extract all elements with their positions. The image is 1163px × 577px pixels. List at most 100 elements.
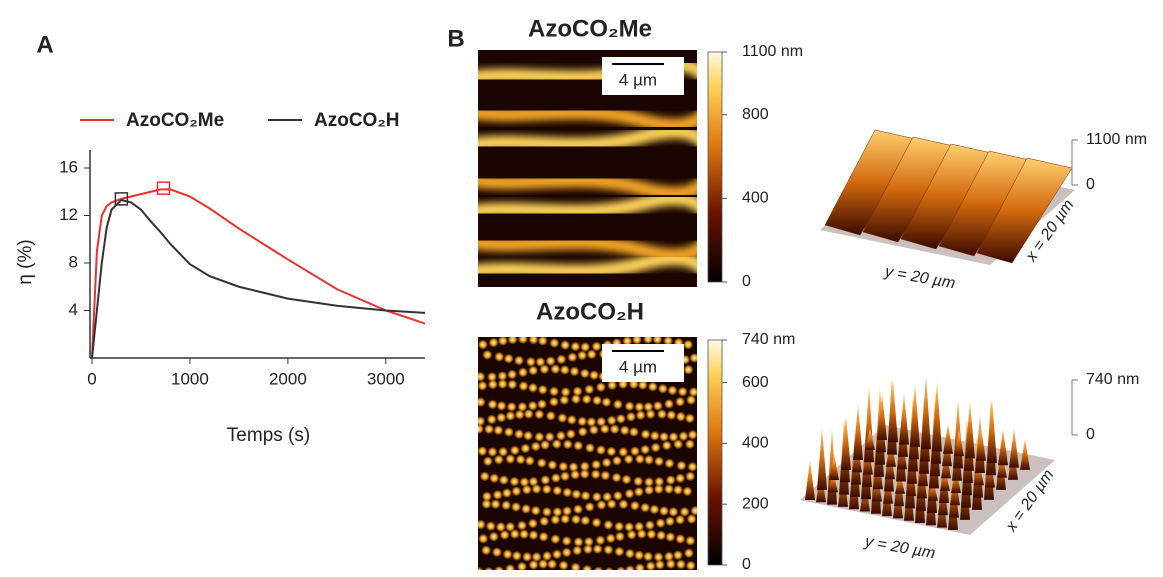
scale-bar-label: 4 µm xyxy=(619,70,657,89)
dot xyxy=(579,461,590,472)
dot xyxy=(676,460,687,471)
dot xyxy=(562,439,573,450)
dot xyxy=(505,454,516,465)
dot xyxy=(547,460,558,471)
dot xyxy=(557,413,568,424)
x-axis-label: Temps (s) xyxy=(227,425,310,446)
dot xyxy=(577,416,588,427)
dot xyxy=(496,412,507,423)
surface-spike xyxy=(888,380,898,443)
dot xyxy=(664,516,675,527)
surface-spike xyxy=(965,401,975,459)
dot xyxy=(484,566,494,570)
dot xyxy=(624,565,635,570)
dot xyxy=(528,559,539,570)
dot xyxy=(634,550,645,561)
dot xyxy=(545,410,556,421)
dot xyxy=(596,499,607,510)
dot xyxy=(539,364,550,375)
dot xyxy=(589,370,600,381)
surface-spike xyxy=(877,393,887,440)
dot xyxy=(487,399,498,410)
dot xyxy=(659,506,670,517)
dot xyxy=(487,371,498,382)
y-tick-label: 8 xyxy=(69,252,78,271)
z-tick-label: 1100 nm xyxy=(1086,131,1147,148)
dot xyxy=(615,413,626,424)
dot xyxy=(657,383,668,394)
dot xyxy=(559,471,570,482)
dot xyxy=(583,544,594,555)
dot xyxy=(673,439,684,450)
dot xyxy=(590,469,601,480)
dot xyxy=(505,521,516,532)
dot xyxy=(493,454,504,465)
dot xyxy=(672,550,683,561)
dot xyxy=(527,382,538,393)
dot xyxy=(550,473,561,484)
surface-spike xyxy=(998,428,1008,466)
dot xyxy=(530,441,541,452)
dot xyxy=(629,446,640,457)
dot xyxy=(614,521,625,532)
image-title: AzoCO₂H xyxy=(536,298,644,325)
dot xyxy=(528,337,539,345)
dot xyxy=(538,531,549,542)
panel-label: A xyxy=(36,31,53,58)
dot xyxy=(503,353,514,364)
dot xyxy=(675,396,686,407)
dot xyxy=(550,364,561,375)
dot xyxy=(624,401,635,412)
dot xyxy=(516,561,527,570)
dot xyxy=(478,416,486,427)
dot xyxy=(625,411,636,422)
dot xyxy=(645,561,656,570)
dot xyxy=(497,337,508,346)
dot xyxy=(573,440,584,451)
colorbar-tick-label: 400 xyxy=(742,435,769,452)
dot xyxy=(652,400,663,411)
dot xyxy=(593,566,604,570)
dot xyxy=(562,506,573,517)
dot xyxy=(633,476,644,487)
x-tick-label: 2000 xyxy=(269,369,307,388)
x-tick-label: 0 xyxy=(87,369,96,388)
dot xyxy=(568,461,579,472)
dot xyxy=(609,424,620,435)
dot xyxy=(511,550,522,561)
dot xyxy=(547,559,558,570)
series-line xyxy=(91,188,426,359)
dot xyxy=(486,414,497,425)
dot xyxy=(677,386,688,397)
dot xyxy=(496,400,507,411)
stripe xyxy=(478,235,697,263)
dot xyxy=(591,517,602,528)
dot xyxy=(649,504,660,515)
dot xyxy=(493,425,504,436)
dot xyxy=(683,548,694,559)
dot xyxy=(621,474,632,485)
dot xyxy=(653,551,664,562)
dot xyxy=(678,431,689,442)
dot xyxy=(505,410,516,421)
z-tick-label: 0 xyxy=(1086,176,1095,193)
y-tick-label: 4 xyxy=(69,300,78,319)
surface-y-label: y = 20 µm xyxy=(883,263,957,292)
dot xyxy=(637,380,648,391)
dot xyxy=(531,551,542,562)
dot xyxy=(478,397,486,408)
dot xyxy=(511,486,522,497)
dot xyxy=(561,547,572,558)
dot xyxy=(582,564,593,570)
dot xyxy=(498,475,509,486)
dot xyxy=(479,471,490,482)
dot xyxy=(499,529,510,540)
dot xyxy=(524,455,535,466)
dot xyxy=(612,399,623,410)
surface-spike xyxy=(928,479,938,501)
surface-spike xyxy=(953,399,963,469)
dot xyxy=(675,473,686,484)
dot xyxy=(528,365,539,376)
dot xyxy=(675,559,686,570)
dot xyxy=(633,486,644,497)
